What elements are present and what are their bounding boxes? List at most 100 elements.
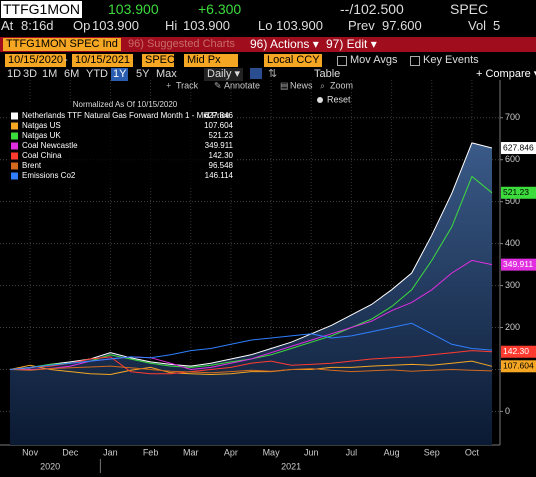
period-button[interactable]: 1Y: [111, 68, 129, 81]
stat-label: Prev: [348, 18, 375, 33]
period-button[interactable]: 5Y: [136, 68, 150, 80]
reset-icon: [317, 97, 323, 103]
chart: 0100200300400500600700NovDecJanFebMarApr…: [0, 80, 536, 473]
legend-label: Brent: [22, 161, 42, 170]
area: [10, 142, 492, 445]
line: [9, 322, 493, 370]
date-dash: -: [64, 54, 68, 66]
legend-label: Natgas UK: [22, 131, 61, 140]
stat-label: Hi: [165, 18, 178, 33]
price-change: +6.300: [198, 1, 242, 17]
tool-icon: ✎: [214, 80, 222, 90]
ticker-symbol[interactable]: TTFG1MON: [1, 1, 82, 18]
legend-value: 96.548: [209, 161, 234, 170]
legend-title: Normalized As Of 10/15/2020: [73, 100, 178, 109]
period-button[interactable]: 6M: [64, 68, 80, 80]
legend-swatch: [11, 112, 18, 120]
edit-menu[interactable]: 97) Edit ▾: [326, 37, 377, 51]
period-button[interactable]: Max: [156, 68, 177, 80]
legend-value: 107.604: [204, 121, 233, 130]
period-button[interactable]: 3D: [23, 68, 38, 80]
bid-ask: --/102.500: [340, 1, 404, 17]
checkbox[interactable]: [337, 56, 347, 66]
x-tick-label: Jun: [304, 447, 319, 457]
value-tag: [501, 360, 536, 373]
legend-value: 146.114: [205, 171, 234, 180]
period-button[interactable]: YTD: [86, 68, 108, 80]
stat-value: 5: [493, 18, 501, 33]
mov-avgs[interactable]: Mov Avgs: [350, 54, 398, 66]
reset-button[interactable]: Reset: [327, 94, 351, 104]
stat-value: 97.600: [382, 18, 422, 33]
price-source: SPEC: [450, 1, 489, 17]
value-tag-label: 627.846: [503, 142, 534, 152]
table-button[interactable]: Table: [314, 68, 341, 80]
legend-swatch: [11, 152, 18, 160]
source-field[interactable]: SPEC: [142, 54, 175, 67]
legend-label: Natgas US: [22, 121, 61, 130]
value-tag-label: 349.911: [503, 259, 533, 269]
value-tag-label: 521.23: [503, 187, 529, 197]
stat-label: At: [1, 18, 14, 33]
stat-label: Lo: [258, 18, 273, 33]
value-tag: [501, 345, 536, 358]
x-tick-label: Oct: [465, 447, 480, 457]
menu-bar: [0, 37, 536, 52]
x-tick-label: Feb: [143, 447, 159, 457]
stat-value: 8:16d: [21, 18, 54, 33]
tool-button[interactable]: Track: [176, 80, 199, 90]
checkbox[interactable]: [410, 56, 420, 66]
stat-label: Vol: [468, 18, 487, 33]
security-box[interactable]: TTFG1MON SPEC Ind: [3, 38, 121, 51]
end-date[interactable]: 10/15/2021: [72, 54, 134, 67]
x-tick-label: Apr: [224, 447, 238, 457]
value-tag: [501, 258, 536, 271]
legend-value: 521.23: [209, 131, 234, 140]
x-tick-label: Mar: [183, 447, 199, 457]
actions-menu[interactable]: 96) Actions ▾: [250, 37, 319, 51]
chart-type-icon[interactable]: ⇅: [268, 68, 278, 80]
legend-swatch: [11, 172, 18, 180]
tool-button[interactable]: Zoom: [330, 80, 353, 90]
period-button[interactable]: 1M: [42, 68, 58, 80]
key-events[interactable]: Key Events: [423, 54, 479, 66]
legend-value: 142.30: [209, 151, 234, 160]
tool-icon: +: [166, 80, 171, 90]
legend-swatch: [11, 162, 18, 170]
x-tick-label: Sep: [424, 447, 440, 457]
legend-value: 627.846: [204, 111, 233, 120]
line: [9, 350, 493, 375]
line-icon[interactable]: [250, 68, 262, 79]
value-tag-label: 142.30: [503, 346, 529, 356]
y-tick-label: 200: [505, 322, 520, 332]
y-tick-label: 500: [505, 196, 520, 206]
value-tag-label: 107.604: [503, 361, 534, 371]
field-select[interactable]: Mid Px: [184, 54, 238, 67]
y-tick-label: 300: [505, 280, 520, 290]
tool-button[interactable]: Annotate: [224, 80, 260, 90]
suggested-charts[interactable]: 96) Suggested Charts: [128, 38, 236, 50]
last-price: 103.900: [108, 1, 159, 17]
stat-value: 103.900: [92, 18, 139, 33]
legend-swatch: [11, 132, 18, 140]
stat-value: 103.900: [276, 18, 323, 33]
start-date[interactable]: 10/15/2020: [5, 54, 67, 67]
frequency-select[interactable]: Daily ▾: [204, 68, 244, 81]
value-tag: [501, 186, 536, 199]
currency-select[interactable]: Local CCY: [264, 54, 322, 67]
stat-value: 103.900: [183, 18, 230, 33]
period-button[interactable]: 1D: [7, 68, 22, 80]
x-year-label: 2021: [281, 461, 301, 471]
x-tick-label: Aug: [384, 447, 400, 457]
tool-button[interactable]: News: [290, 80, 313, 90]
y-tick-label: 400: [505, 238, 520, 248]
tool-icon: ⌕: [320, 80, 325, 90]
compare-button[interactable]: + Compare ▾: [476, 68, 536, 80]
legend-box: [8, 102, 236, 186]
x-tick-label: May: [263, 447, 281, 457]
tool-icon: ▤: [280, 80, 289, 90]
x-tick-label: Jan: [103, 447, 118, 457]
value-tag: [501, 142, 536, 155]
lines: [9, 142, 493, 376]
